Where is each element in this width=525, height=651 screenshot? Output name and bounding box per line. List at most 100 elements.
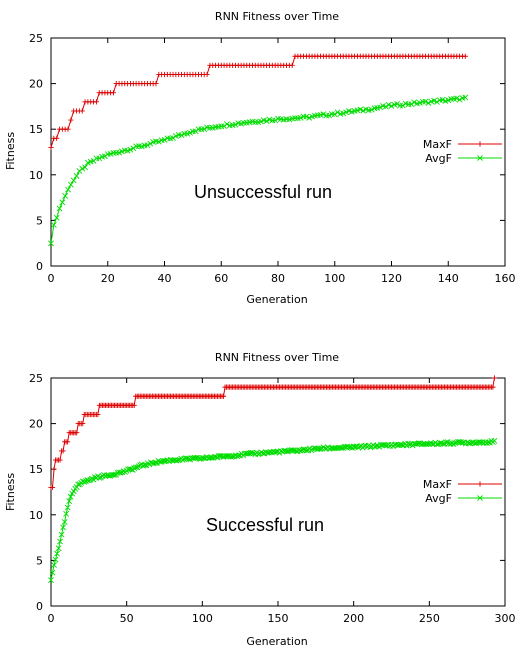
data-point-maxf — [220, 393, 227, 399]
data-point-maxf — [60, 448, 66, 454]
data-point-maxf — [51, 466, 57, 472]
data-point-avgf — [53, 214, 60, 221]
x-tick-label: 0 — [48, 272, 55, 285]
x-tick-label: 50 — [120, 612, 134, 625]
chart-successful: RNN Fitness over Time Generation Fitness… — [4, 351, 516, 648]
data-point-avgf — [440, 440, 446, 447]
data-point-avgf — [155, 138, 162, 145]
x-tick-label: 0 — [48, 612, 55, 625]
data-point-avgf — [81, 479, 88, 485]
data-point-maxf — [80, 421, 86, 427]
data-point-avgf — [356, 443, 363, 450]
data-point-avgf — [67, 493, 74, 500]
data-point-avgf — [263, 118, 270, 124]
x-tick-label: 100 — [324, 272, 345, 285]
data-point-avgf — [343, 109, 350, 116]
y-tick-label: 5 — [36, 214, 43, 227]
data-point-avgf — [75, 481, 82, 488]
x-tick-label: 200 — [343, 612, 364, 625]
data-point-avgf — [232, 121, 239, 128]
data-point-avgf — [297, 447, 304, 454]
data-point-avgf — [415, 440, 422, 447]
series-maxf — [48, 375, 498, 491]
data-point-avgf — [334, 109, 341, 116]
data-point-avgf — [433, 441, 440, 448]
data-point-maxf — [153, 81, 159, 87]
data-point-avgf — [128, 466, 135, 473]
y-tick-label: 15 — [29, 463, 43, 476]
data-point-avgf — [132, 464, 139, 471]
data-point-avgf — [170, 135, 176, 141]
data-point-avgf — [221, 123, 228, 130]
x-tick-label: 300 — [495, 612, 516, 625]
data-point-avgf — [360, 107, 367, 114]
data-point-avgf — [235, 452, 242, 459]
data-point-avgf — [96, 155, 103, 162]
legend-marker-avgf — [477, 495, 483, 501]
data-point-avgf — [60, 524, 67, 531]
legend-label-avgf: AvgF — [425, 492, 452, 505]
data-point-avgf — [320, 111, 327, 118]
data-point-avgf — [85, 477, 92, 484]
data-point-avgf — [368, 106, 375, 113]
data-point-avgf — [284, 448, 290, 455]
x-axis-label: Generation — [246, 293, 307, 306]
legend-marker-maxf — [477, 481, 483, 487]
data-point-avgf — [456, 96, 463, 103]
legend-label-maxf: MaxF — [423, 138, 452, 151]
data-point-avgf — [377, 104, 384, 111]
data-point-avgf — [184, 455, 191, 462]
data-point-avgf — [388, 103, 395, 109]
data-point-maxf — [54, 135, 60, 141]
data-point-avgf — [111, 471, 118, 478]
data-point-avgf — [399, 102, 406, 109]
data-point-avgf — [273, 448, 280, 455]
data-point-avgf — [117, 469, 124, 476]
data-point-avgf — [452, 440, 458, 446]
data-point-avgf — [70, 177, 77, 184]
x-tick-label: 140 — [438, 272, 459, 285]
data-point-maxf — [68, 117, 74, 123]
data-point-avgf — [201, 126, 208, 132]
y-tick-label: 25 — [29, 372, 43, 385]
data-point-avgf — [192, 128, 199, 135]
data-point-maxf — [74, 430, 80, 436]
x-tick-label: 150 — [268, 612, 289, 625]
data-point-avgf — [56, 205, 63, 212]
run-annotation: Unsuccessful run — [194, 182, 332, 202]
series-avgf — [48, 437, 498, 584]
data-point-avgf — [422, 98, 429, 105]
data-point-avgf — [175, 457, 182, 464]
data-point-maxf — [110, 90, 117, 96]
data-point-avgf — [303, 447, 310, 454]
data-point-maxf — [95, 411, 101, 418]
y-tick-label: 20 — [29, 78, 43, 91]
data-point-avgf — [224, 121, 230, 128]
data-point-avgf — [357, 106, 364, 113]
data-point-avgf — [326, 112, 332, 119]
data-point-avgf — [51, 562, 57, 568]
data-point-avgf — [101, 153, 108, 160]
x-axis-label: Generation — [246, 635, 307, 648]
chart-title: RNN Fitness over Time — [215, 10, 339, 23]
data-point-avgf — [462, 94, 469, 101]
data-point-avgf — [200, 455, 207, 462]
data-point-maxf — [491, 375, 498, 381]
data-point-avgf — [217, 452, 224, 459]
data-point-avgf — [473, 440, 480, 447]
x-tick-label: 40 — [158, 272, 172, 285]
data-point-avgf — [394, 100, 401, 107]
data-point-avgf — [425, 100, 432, 106]
y-tick-label: 20 — [29, 418, 43, 431]
x-tick-label: 160 — [495, 272, 516, 285]
data-point-avgf — [433, 99, 440, 105]
data-point-avgf — [147, 140, 154, 147]
data-point-avgf — [62, 192, 69, 199]
data-point-avgf — [255, 451, 262, 458]
y-tick-label: 0 — [36, 600, 43, 613]
y-tick-label: 25 — [29, 32, 43, 45]
data-point-maxf — [49, 484, 56, 491]
data-point-avgf — [67, 181, 74, 188]
data-point-maxf — [65, 126, 71, 132]
data-point-avgf — [130, 145, 137, 152]
